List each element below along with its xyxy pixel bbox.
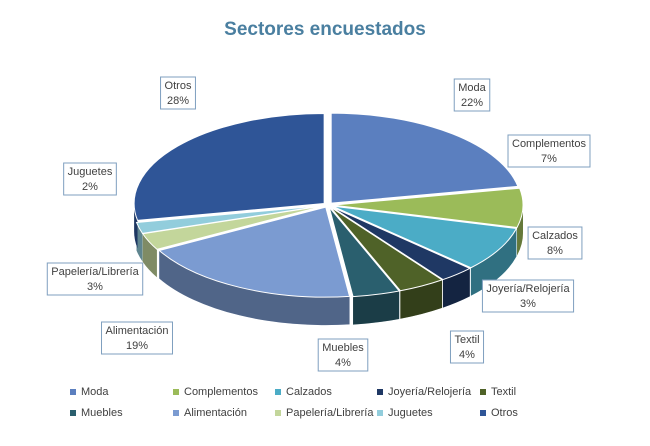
data-label-box [46,262,144,296]
slice-side [134,203,138,249]
slice [332,205,518,269]
slice-side-shade [134,203,138,249]
slice-side [136,222,143,262]
legend-swatch [480,389,486,395]
data-label-box [63,162,117,196]
legend-label: Complementos [184,386,258,398]
slice-side-shade [353,290,400,325]
legend-swatch [70,389,76,395]
data-label-box [527,226,583,260]
data-label-name: Muebles [322,342,364,354]
slice-side-shade [442,268,470,308]
slice [133,112,325,221]
slice [330,206,444,292]
data-label-box [449,330,485,364]
data-label-name: Joyería/Relojería [486,283,570,295]
data-label-value: 7% [541,153,557,165]
slice-side-shade [159,250,350,326]
slice-side-shade [400,279,443,319]
data-label-name: Textil [454,334,479,346]
slice-side-shade [142,233,157,278]
data-label-name: Otros [165,80,192,92]
slice-side-shade [470,228,517,296]
data-label-value: 19% [126,340,148,352]
data-label-box [453,78,491,112]
slice [331,206,471,281]
slice [135,205,324,234]
legend-label: Otros [491,407,518,419]
data-label-value: 22% [461,97,483,109]
slice [328,206,401,298]
data-label-box [317,338,369,372]
legend-swatch [70,410,76,416]
data-label-name: Calzados [532,230,578,242]
legend-label: Moda [81,386,109,398]
data-label-name: Juguetes [68,166,113,178]
legend-swatch [480,410,486,416]
legend-label: Papelería/Librería [286,407,374,419]
legend-swatch [275,410,281,416]
legend-label: Muebles [81,407,123,419]
data-label-value: 4% [459,349,475,361]
slice-side [353,290,400,325]
data-label-value: 4% [335,357,351,369]
chart-title: Sectores encuestados [224,19,426,40]
legend-label: Calzados [286,386,332,398]
data-label-box [160,76,196,110]
legend-label: Textil [491,386,516,398]
data-label-box [481,279,575,313]
legend-swatch [377,389,383,395]
data-label-name: Papelería/Librería [51,266,139,278]
legend-swatch [173,389,179,395]
slice-side [142,233,157,278]
data-label-name: Complementos [512,138,586,150]
data-label-name: Moda [458,82,486,94]
legend-swatch [377,410,383,416]
slice-side-shade [136,222,143,262]
legend-label: Joyería/Relojería [388,386,472,398]
legend-swatch [275,389,281,395]
data-label-value: 8% [547,245,563,257]
slice [332,187,524,228]
slice-side [400,279,443,319]
slice [330,112,519,204]
slice-side [470,228,517,296]
data-label-name: Alimentación [106,325,169,337]
data-label-box [507,134,591,168]
data-label-value: 28% [167,95,189,107]
slice-side [442,268,470,308]
slice [158,206,351,298]
data-label-value: 2% [82,181,98,193]
data-label-value: 3% [520,298,536,310]
slice-side [159,250,350,326]
data-label-box [101,321,173,355]
data-label-value: 3% [87,281,103,293]
legend-label: Alimentación [184,407,247,419]
legend-swatch [173,410,179,416]
legend-label: Juguetes [388,407,433,419]
